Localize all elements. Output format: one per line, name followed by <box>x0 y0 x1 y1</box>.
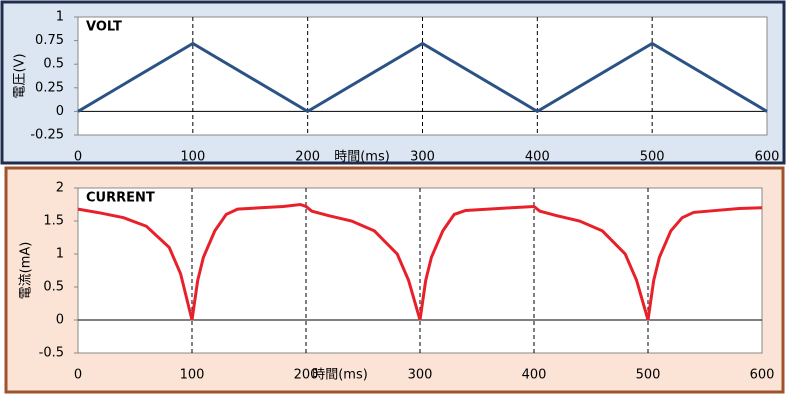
y-tick-label: 2 <box>56 181 64 196</box>
x-axis-label: 時間(ms) <box>334 150 390 165</box>
y-tick-label: 0.75 <box>35 33 64 48</box>
y-tick-label: 1.5 <box>43 214 64 229</box>
x-tick-label: 500 <box>636 368 661 383</box>
y-tick-label: -0.5 <box>39 346 64 361</box>
x-tick-label: 0 <box>74 368 82 383</box>
x-tick-label: 400 <box>525 150 550 165</box>
chart-title: CURRENT <box>86 191 155 206</box>
chart-title: VOLT <box>86 20 122 35</box>
x-tick-label: 200 <box>294 368 319 383</box>
x-axis-label: 時間(ms) <box>312 368 368 383</box>
y-tick-label: 0 <box>56 313 64 328</box>
y-tick-label: 1 <box>56 10 64 25</box>
y-axis-label: 電流(mA) <box>19 242 34 300</box>
y-tick-label: 0.25 <box>35 80 64 95</box>
y-tick-label: 0.5 <box>43 57 64 72</box>
y-tick-label: 0 <box>56 104 64 119</box>
y-axis-label: 電圧(V) <box>13 53 28 98</box>
x-tick-label: 0 <box>74 150 82 165</box>
x-tick-label: 400 <box>522 368 547 383</box>
series-line <box>77 41 768 114</box>
y-tick-label: 1 <box>56 247 64 262</box>
series-line <box>77 202 763 321</box>
x-tick-label: 300 <box>408 368 433 383</box>
plot-area <box>77 187 763 354</box>
x-tick-label: 300 <box>410 150 435 165</box>
x-tick-label: 100 <box>180 150 205 165</box>
x-tick-label: 200 <box>295 150 320 165</box>
x-tick-label: 500 <box>640 150 665 165</box>
y-tick-label: -0.25 <box>30 128 64 143</box>
x-tick-label: 100 <box>180 368 205 383</box>
y-tick-label: 0.5 <box>43 280 64 295</box>
x-tick-label: 600 <box>755 150 780 165</box>
x-tick-label: 600 <box>750 368 775 383</box>
